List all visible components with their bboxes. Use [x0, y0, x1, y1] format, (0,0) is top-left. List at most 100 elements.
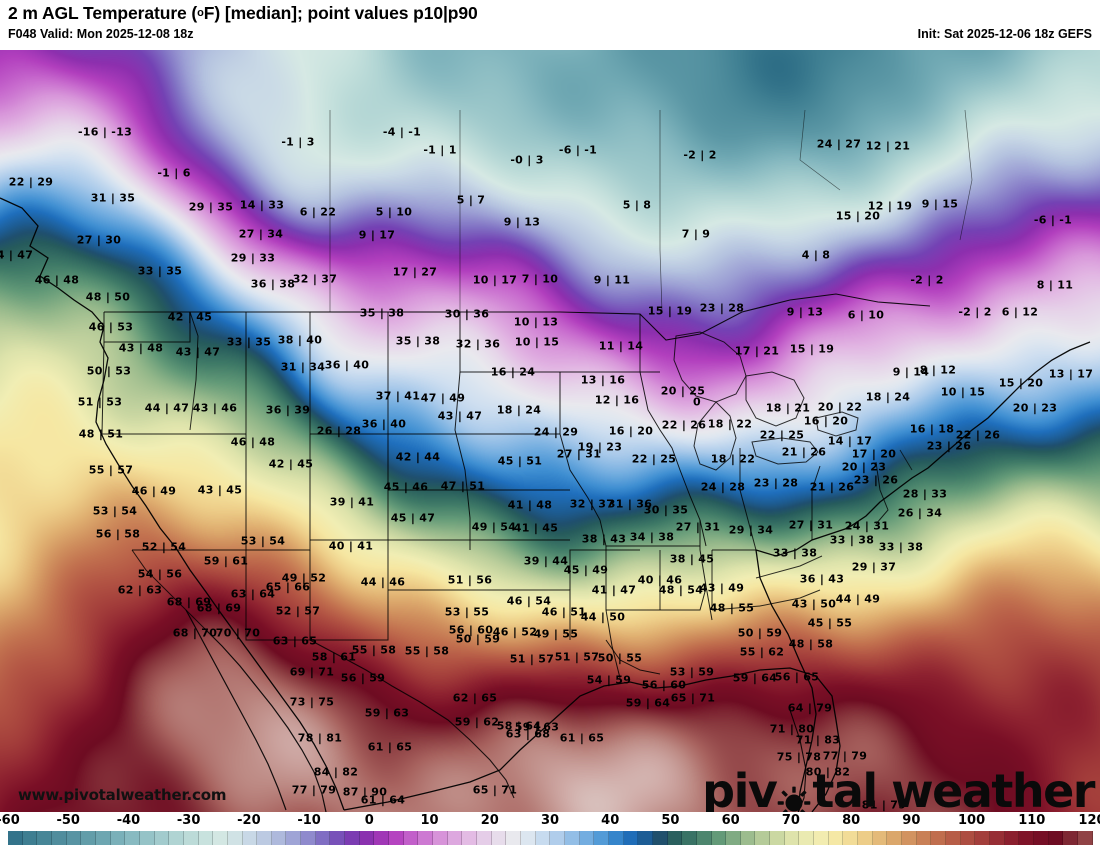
- logo-text-left: piv: [702, 764, 778, 812]
- fl-ga-line: [711, 605, 761, 611]
- map-panel[interactable]: -16 | -13 -1 | 3 -4 | -1 -1 | 1 -0 | 3 -6 | -…: [0, 50, 1100, 812]
- colorbar-swatch: [257, 831, 272, 845]
- colorbar-swatch: [198, 831, 214, 845]
- lake-huron: [745, 371, 805, 427]
- colorbar-swatch: [95, 831, 111, 845]
- forecast-valid-time: F048 Valid: Mon 2025-12-08 18z: [8, 27, 194, 41]
- lake-erie: [751, 437, 819, 465]
- colorbar-swatch: [916, 831, 932, 845]
- colorbar-tick: 10: [420, 813, 439, 828]
- colorbar-swatch: [1033, 831, 1049, 845]
- nh-me-line: [899, 449, 913, 471]
- page-title-rest: F) [median]; point values p10|p90: [203, 3, 478, 23]
- se-atlantic-coast: [755, 549, 817, 812]
- colorbar-swatch: [667, 831, 683, 845]
- colorbar-swatch: [755, 831, 771, 845]
- colorbar-swatch: [81, 831, 96, 845]
- colorbar-swatch: [535, 831, 551, 845]
- baja-east: [203, 627, 327, 812]
- colorbar-swatch: [975, 831, 990, 845]
- colorbar-swatch: [682, 831, 697, 845]
- id-wa-border: [189, 311, 199, 431]
- colorbar-swatch: [1077, 831, 1093, 845]
- colorbar-swatch: [271, 831, 287, 845]
- colorbar-swatch: [564, 831, 580, 845]
- colorbar-swatch: [858, 831, 873, 845]
- colorbar-tick: 120: [1078, 813, 1100, 828]
- colorbar-swatch: [447, 831, 463, 845]
- colorbar-swatch: [872, 831, 888, 845]
- colorbar-swatch: [374, 831, 390, 845]
- colorbar-tick: -50: [56, 813, 80, 828]
- il-in-ky: [699, 520, 713, 621]
- colorbar-swatch: [931, 831, 946, 845]
- pacific-coastline: [0, 197, 345, 811]
- colorbar-swatch: [784, 831, 800, 845]
- colorbar-swatch: [330, 831, 346, 845]
- colorbar-swatch: [183, 831, 199, 845]
- colorbar-swatch: [51, 831, 67, 845]
- in-oh-line: [739, 448, 757, 551]
- colorbar-swatch: [110, 831, 126, 845]
- ga-fl-line: [759, 589, 821, 607]
- colorbar-swatch: [227, 831, 243, 845]
- nv-border: [132, 434, 247, 551]
- colorbar-swatch: [579, 831, 595, 845]
- logo-text-right: tal weather: [812, 764, 1095, 812]
- atlantic-coastline: [755, 341, 1091, 557]
- page-title: 2 m AGL Temperature (oF) [median]; point…: [8, 3, 478, 24]
- rio-grande: [309, 639, 515, 799]
- colorbar-swatch: [711, 831, 727, 845]
- colorbar-swatch: [139, 831, 155, 845]
- colorbar-swatch: [506, 831, 521, 845]
- us-canada-border: [104, 293, 931, 341]
- colorbar-swatch: [213, 831, 228, 845]
- colorbar-swatch: [8, 831, 23, 845]
- ok-tx-north: [388, 589, 571, 640]
- wa-or-border: [103, 312, 191, 343]
- colorbar-swatch: [770, 831, 785, 845]
- colorbar-swatch: [125, 831, 140, 845]
- colorbar-swatch: [726, 831, 741, 845]
- ca-az-border: [131, 549, 205, 629]
- model-init-time: Init: Sat 2025-12-06 18z GEFS: [917, 27, 1092, 41]
- colorbar-swatch: [477, 831, 492, 845]
- or-ca-border: [101, 341, 246, 435]
- colorbar-tick: -60: [0, 813, 20, 828]
- colorbar-swatch: [491, 831, 507, 845]
- lake-michigan: [693, 401, 737, 471]
- pivotal-weather-logo: piv: [702, 764, 1095, 812]
- colorbar-tick: -40: [116, 813, 141, 828]
- colorbar-tick: -10: [297, 813, 321, 828]
- baja-west: [185, 609, 287, 811]
- colorbar-swatch: [66, 831, 82, 845]
- az-nm-line: [245, 550, 310, 641]
- sd-ne-ks-line: [454, 371, 471, 550]
- colorbar-swatch: [1048, 831, 1064, 845]
- colorbar-swatch: [902, 831, 917, 845]
- wi-il-ia-line: [639, 371, 707, 547]
- gulf-coastline: [343, 667, 841, 812]
- colorbar-swatch: [887, 831, 903, 845]
- colorbar-swatch: [638, 831, 653, 845]
- colorbar-tick: -30: [176, 813, 201, 828]
- co-border: [310, 433, 389, 540]
- colorbar-swatch: [608, 831, 624, 845]
- ut-border: [246, 434, 311, 551]
- colorbar-swatch: [696, 831, 712, 845]
- colorbar-swatch: [462, 831, 477, 845]
- colorbar-swatch: [520, 831, 536, 845]
- colorbar-swatch: [418, 831, 434, 845]
- lake-ontario: [815, 411, 859, 437]
- mississippi-river: [559, 372, 621, 679]
- site-url-watermark: www.pivotalweather.com: [18, 786, 227, 804]
- colorbar-swatch: [242, 831, 258, 845]
- colorbar-swatch: [1004, 831, 1020, 845]
- colorbar-swatch: [828, 831, 844, 845]
- ny-pa-line: [811, 465, 821, 540]
- colorbar-swatch: [960, 831, 976, 845]
- colorbar-swatch: [1019, 831, 1034, 845]
- page-title-main: 2 m AGL Temperature (: [8, 3, 198, 23]
- ar-la-ms: [606, 587, 707, 611]
